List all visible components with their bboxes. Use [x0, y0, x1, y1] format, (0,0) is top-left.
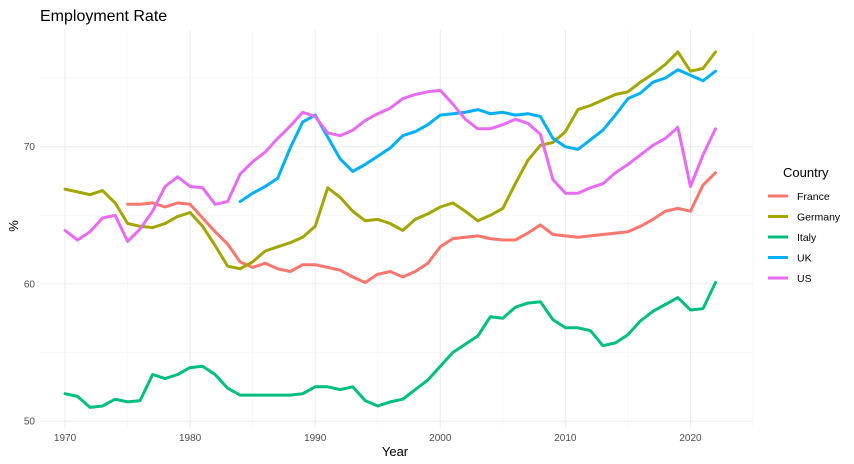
y-axis-title: % — [6, 220, 21, 232]
series-lines — [63, 50, 717, 409]
series-line-germany — [63, 50, 717, 271]
chart-title: Employment Rate — [40, 8, 167, 25]
x-tick-label: 2020 — [679, 433, 702, 444]
series-line-uk — [238, 68, 717, 204]
series-line-us — [63, 88, 717, 243]
axis-ticks: 1970 1980 1990 2000 2010 2020 50 60 70 — [24, 142, 702, 444]
legend-label-uk: UK — [797, 252, 812, 264]
series-line-france — [126, 171, 717, 284]
y-tick-label: 50 — [24, 417, 36, 428]
series-line-italy — [63, 281, 717, 409]
grid — [40, 30, 754, 428]
x-axis-title: Year — [382, 444, 409, 459]
y-tick-label: 70 — [24, 142, 36, 153]
y-tick-label: 60 — [24, 279, 36, 290]
legend-title: Country — [783, 165, 829, 180]
x-tick-label: 1990 — [304, 433, 327, 444]
legend-label-france: France — [797, 191, 830, 203]
legend-label-us: US — [797, 273, 812, 285]
legend-label-italy: Italy — [797, 232, 817, 244]
x-tick-label: 1970 — [54, 433, 77, 444]
legend: Country France Germany Italy UK US — [768, 165, 841, 285]
x-tick-label: 2000 — [429, 433, 452, 444]
legend-label-germany: Germany — [797, 211, 841, 223]
x-tick-label: 2010 — [554, 433, 577, 444]
x-tick-label: 1980 — [179, 433, 202, 444]
